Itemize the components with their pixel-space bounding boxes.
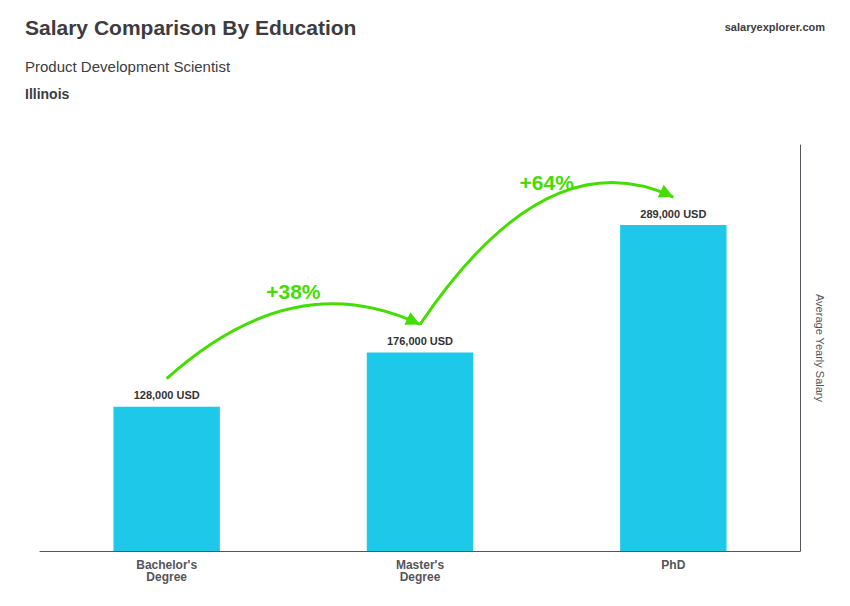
svg-text:176,000 USD: 176,000 USD xyxy=(387,335,453,347)
svg-text:Degree: Degree xyxy=(400,570,441,584)
svg-text:Illinois: Illinois xyxy=(25,86,70,102)
svg-text:Average Yearly Salary: Average Yearly Salary xyxy=(814,294,826,403)
svg-text:128,000 USD: 128,000 USD xyxy=(134,389,200,401)
svg-text:Master's: Master's xyxy=(395,558,445,572)
svg-text:Degree: Degree xyxy=(146,570,187,584)
svg-text:PhD: PhD xyxy=(661,558,685,572)
svg-text:Bachelor's: Bachelor's xyxy=(136,558,198,572)
svg-text:Product Development Scientist: Product Development Scientist xyxy=(25,58,231,75)
svg-text:+64%: +64% xyxy=(520,171,575,194)
svg-text:salaryexplorer.com: salaryexplorer.com xyxy=(725,21,826,33)
svg-text:+38%: +38% xyxy=(266,280,321,303)
svg-text:289,000 USD: 289,000 USD xyxy=(640,208,706,220)
svg-text:Salary Comparison By Education: Salary Comparison By Education xyxy=(25,16,356,39)
